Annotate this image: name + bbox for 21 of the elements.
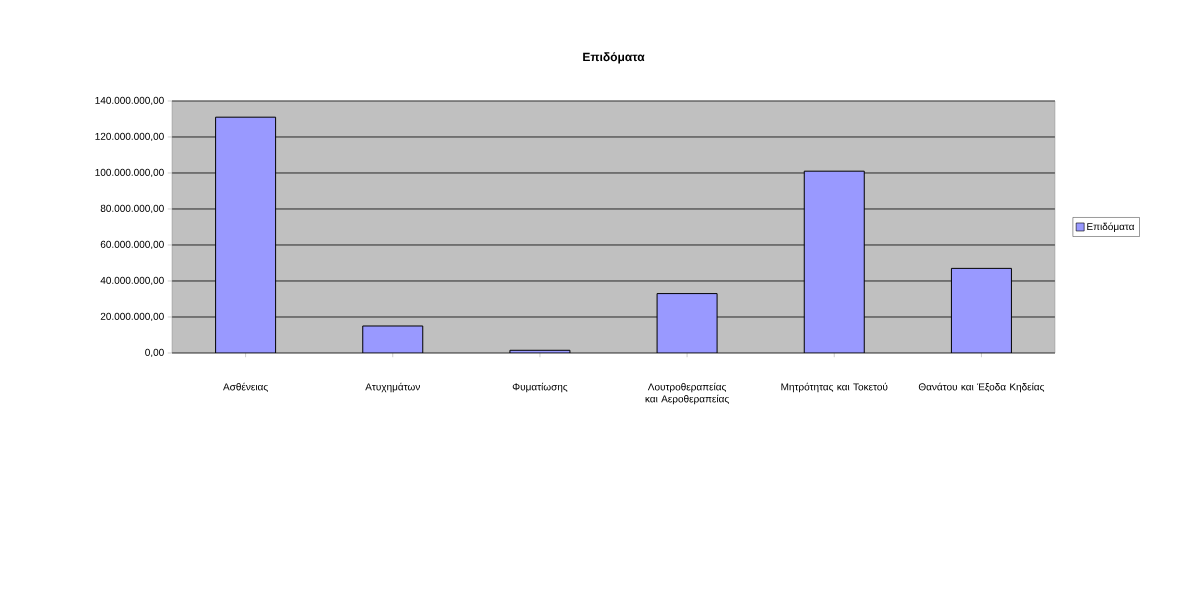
y-tick-label: 0,00 — [145, 348, 164, 358]
y-tick-label: 80.000.000,00 — [100, 204, 164, 214]
x-tick-label: Θανάτου και Έξοδα Κηδείας — [918, 382, 1045, 393]
y-tick-label: 140.000.000,00 — [95, 96, 164, 106]
y-tick-label: 60.000.000,00 — [100, 240, 164, 250]
y-tick-label: 120.000.000,00 — [95, 132, 164, 142]
legend-label: Επιδόματα — [1087, 222, 1135, 232]
bar — [215, 116, 277, 353]
chart-title: Επιδόματα — [583, 52, 645, 64]
y-tick-label: 100.000.000,00 — [95, 168, 164, 178]
bar — [950, 267, 1012, 353]
x-tick-label: Μητρότητας και Τοκετού — [781, 382, 888, 393]
bar — [803, 170, 865, 353]
bar — [362, 325, 424, 353]
x-tick-label: Λουτροθεραπείας και Αεροθεραπείας — [645, 382, 729, 405]
bar — [656, 293, 718, 353]
x-tick-label: Ασθένειας — [223, 382, 268, 393]
y-tick-label: 40.000.000,00 — [100, 276, 164, 286]
y-tick-label: 20.000.000,00 — [100, 312, 164, 322]
x-tick-label: Ατυχημάτων — [365, 382, 420, 393]
x-tick-label: Φυματίωσης — [512, 382, 568, 393]
